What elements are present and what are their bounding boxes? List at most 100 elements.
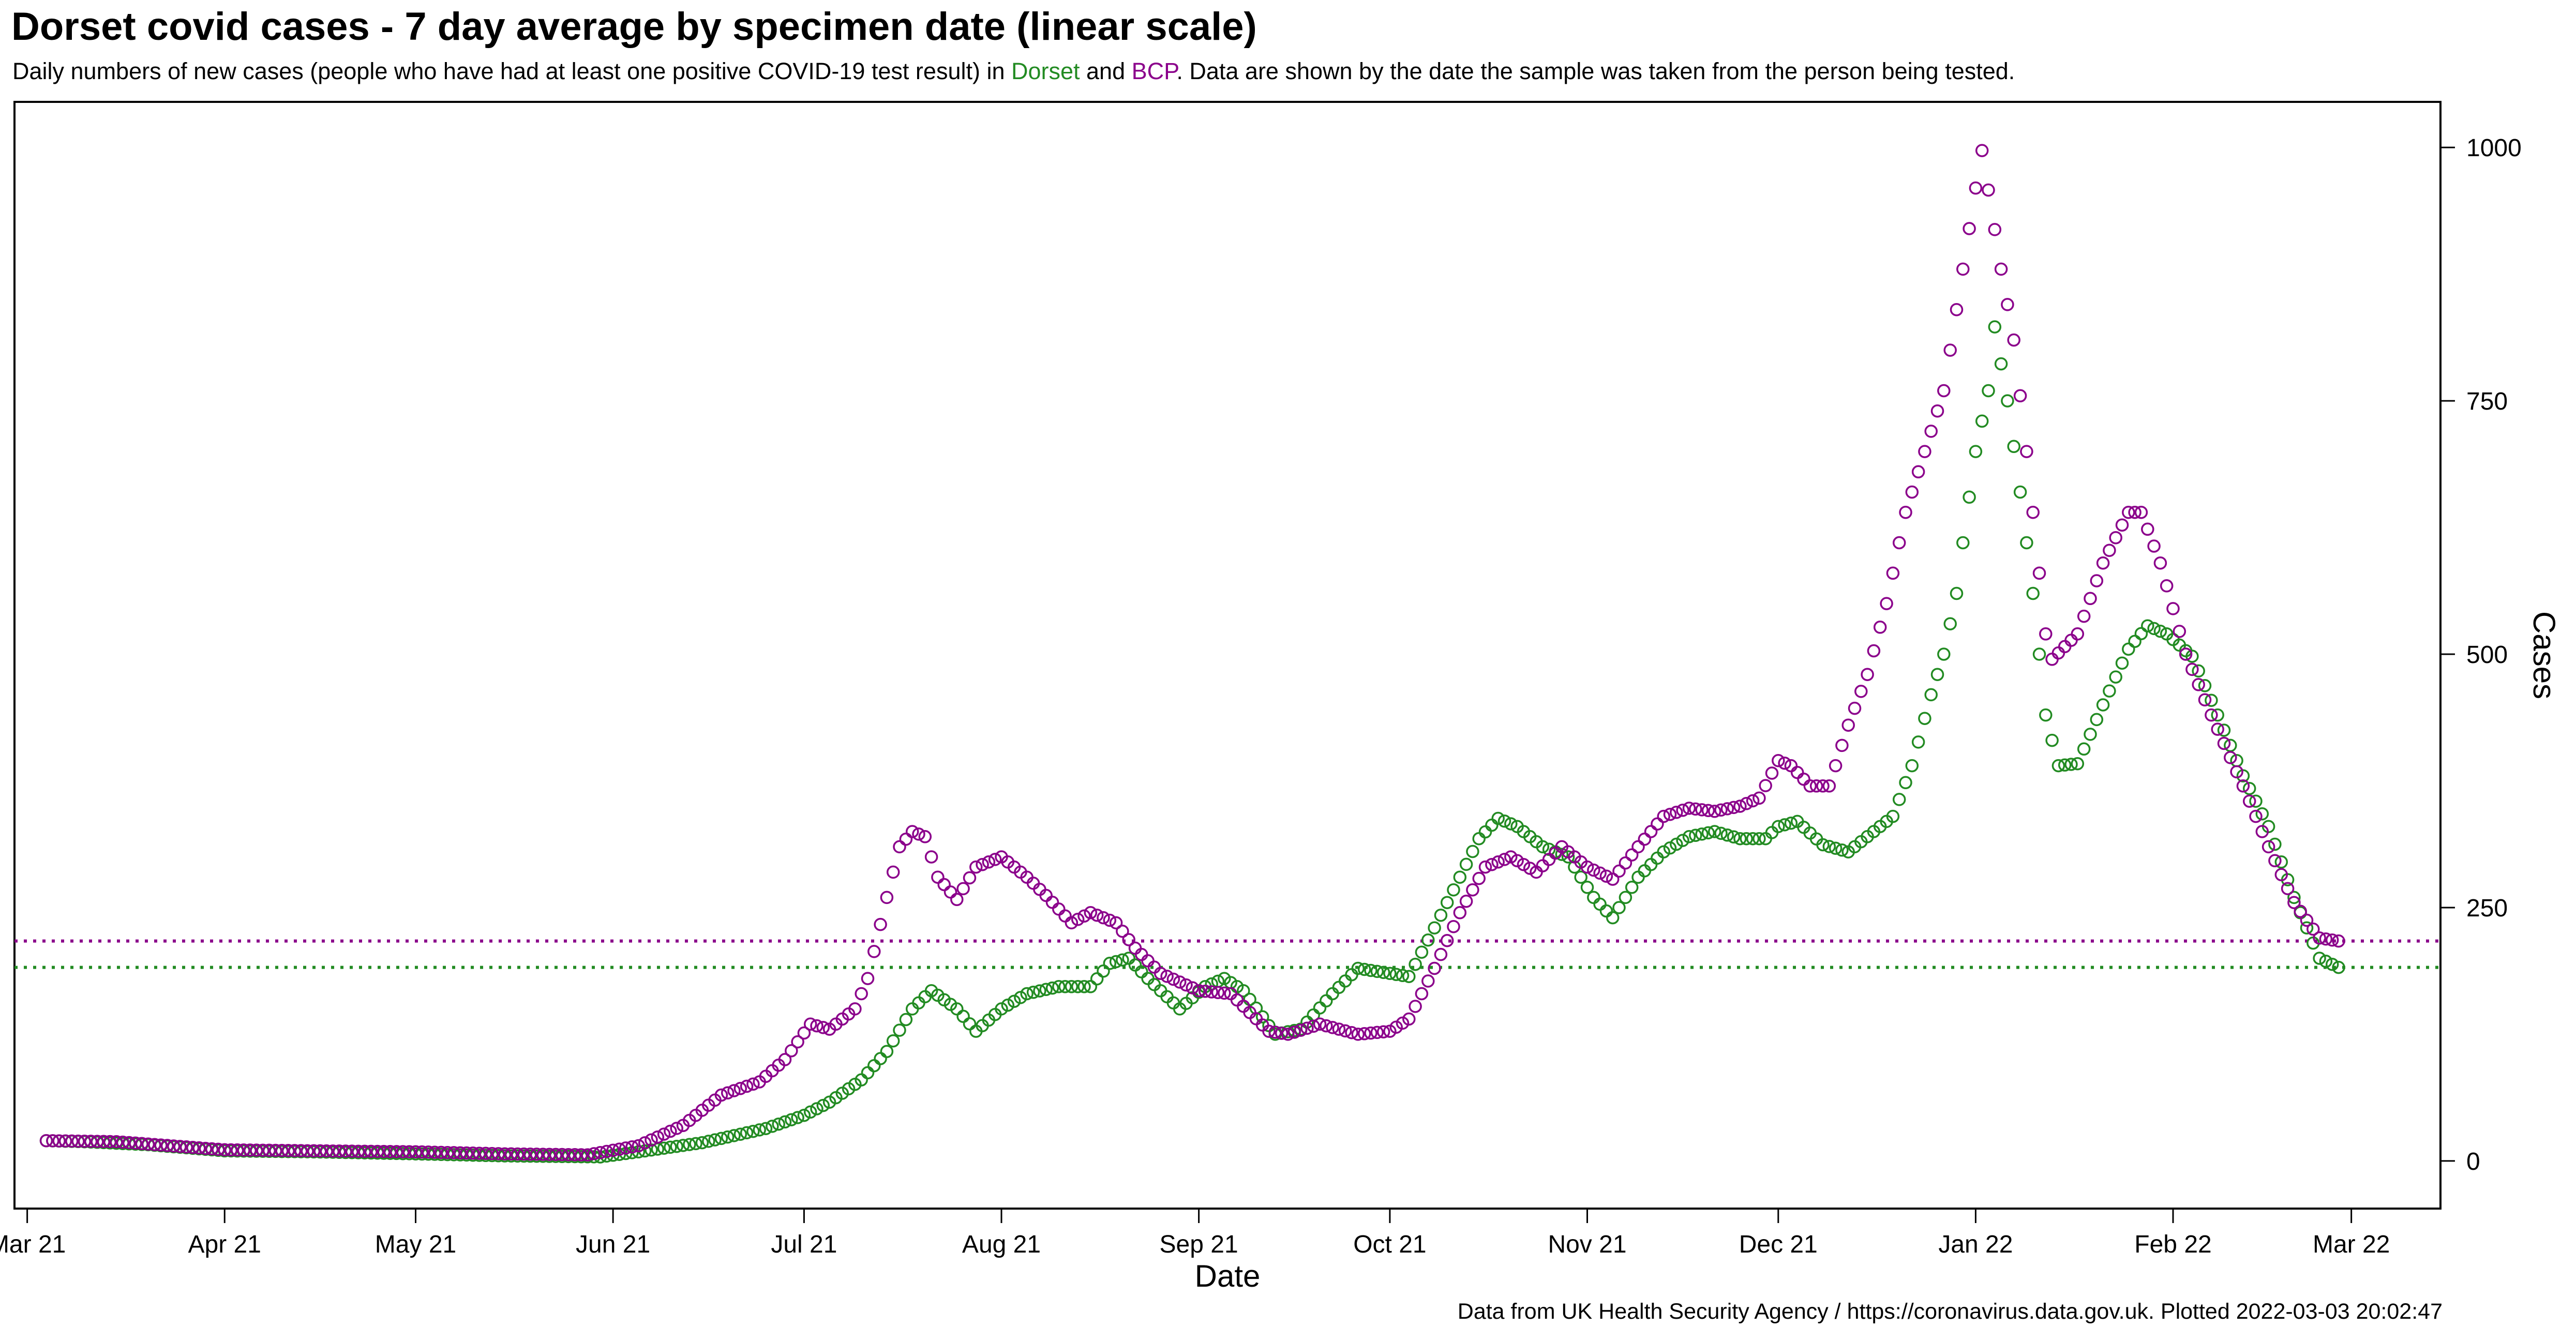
point-dorset bbox=[1937, 647, 1951, 661]
x-tick-label-0: Mar 21 bbox=[0, 1231, 66, 1258]
point-bcp bbox=[466, 1147, 480, 1160]
point-dorset bbox=[1587, 891, 1600, 904]
point-bcp bbox=[1720, 802, 1734, 816]
point-dorset bbox=[1459, 857, 1473, 871]
point-dorset bbox=[1963, 490, 1976, 504]
point-dorset bbox=[1320, 994, 1333, 1008]
point-bcp bbox=[199, 1141, 213, 1155]
point-bcp bbox=[1122, 933, 1135, 946]
point-bcp bbox=[976, 857, 989, 871]
point-dorset bbox=[1020, 987, 1034, 1001]
point-dorset bbox=[1892, 793, 1906, 806]
point-bcp bbox=[600, 1144, 613, 1158]
point-bcp bbox=[2058, 640, 2072, 654]
point-bcp bbox=[2274, 868, 2288, 882]
point-bcp bbox=[422, 1145, 435, 1159]
point-bcp bbox=[612, 1142, 626, 1156]
point-dorset bbox=[2274, 855, 2288, 869]
point-dorset bbox=[1326, 987, 1339, 1001]
point-bcp bbox=[160, 1139, 174, 1152]
point-dorset bbox=[1599, 904, 1613, 918]
point-dorset bbox=[1039, 983, 1053, 997]
point-dorset bbox=[2319, 955, 2333, 968]
point-bcp bbox=[536, 1148, 550, 1161]
x-tick-label-2: May 21 bbox=[375, 1231, 456, 1258]
point-dorset bbox=[1619, 891, 1633, 904]
point-dorset bbox=[1376, 966, 1390, 979]
point-dorset bbox=[2051, 759, 2065, 773]
point-bcp bbox=[1809, 779, 1823, 793]
point-bcp bbox=[1504, 850, 1518, 864]
y-axis: 0 250 500 750 1000 bbox=[2440, 134, 2522, 1175]
point-bcp bbox=[2198, 693, 2212, 706]
point-bcp bbox=[1631, 840, 1645, 854]
point-bcp bbox=[2255, 825, 2269, 838]
point-bcp bbox=[746, 1077, 760, 1091]
point-dorset bbox=[1606, 911, 1620, 925]
point-bcp bbox=[587, 1147, 601, 1160]
point-bcp bbox=[1689, 802, 1702, 816]
point-bcp bbox=[1287, 1026, 1301, 1039]
point-bcp bbox=[912, 827, 925, 841]
point-dorset bbox=[899, 1013, 913, 1027]
point-bcp bbox=[281, 1143, 295, 1157]
point-dorset bbox=[740, 1126, 754, 1140]
point-bcp bbox=[1268, 1026, 1282, 1039]
point-bcp bbox=[1402, 1012, 1416, 1026]
point-bcp bbox=[1619, 856, 1633, 870]
point-bcp bbox=[71, 1134, 85, 1148]
point-bcp bbox=[1644, 825, 1658, 838]
point-bcp bbox=[2153, 556, 2167, 570]
x-tick-label-12: Mar 22 bbox=[2313, 1231, 2390, 1258]
point-bcp bbox=[848, 1002, 862, 1016]
point-dorset bbox=[867, 1059, 881, 1073]
point-bcp bbox=[186, 1140, 200, 1154]
point-bcp bbox=[1428, 961, 1441, 975]
point-bcp bbox=[2096, 556, 2110, 570]
point-bcp bbox=[803, 1017, 817, 1031]
point-bcp bbox=[460, 1146, 473, 1160]
x-axis-label: Date bbox=[1195, 1259, 1261, 1293]
point-bcp bbox=[543, 1148, 556, 1161]
point-dorset bbox=[2198, 679, 2212, 692]
data-source-footer: Data from UK Health Security Agency / ht… bbox=[1457, 1299, 2443, 1324]
point-bcp bbox=[1090, 908, 1104, 922]
point-dorset bbox=[1733, 832, 1747, 846]
point-bcp bbox=[122, 1136, 136, 1150]
point-dorset bbox=[2090, 713, 2104, 727]
point-bcp bbox=[2007, 333, 2020, 347]
point-dorset bbox=[1593, 897, 1607, 911]
point-bcp bbox=[1345, 1026, 1358, 1039]
point-bcp bbox=[1841, 718, 1855, 732]
point-bcp bbox=[1835, 738, 1849, 752]
point-bcp bbox=[237, 1143, 250, 1157]
point-bcp bbox=[1211, 986, 1225, 999]
point-dorset bbox=[1071, 980, 1085, 993]
point-dorset bbox=[1911, 735, 1925, 749]
point-bcp bbox=[1332, 1022, 1346, 1036]
point-dorset bbox=[759, 1122, 773, 1135]
point-bcp bbox=[530, 1148, 544, 1161]
point-bcp bbox=[179, 1140, 193, 1154]
point-bcp bbox=[154, 1138, 168, 1152]
point-bcp bbox=[218, 1143, 231, 1157]
point-bcp bbox=[307, 1144, 321, 1158]
point-dorset bbox=[1950, 586, 1964, 600]
point-dorset bbox=[2045, 733, 2059, 747]
point-bcp bbox=[148, 1138, 161, 1151]
point-dorset bbox=[1905, 759, 1919, 773]
plot-frame bbox=[13, 101, 2442, 1210]
point-bcp bbox=[2160, 579, 2174, 593]
point-bcp bbox=[1854, 685, 1868, 698]
point-bcp bbox=[1714, 803, 1728, 817]
point-bcp bbox=[740, 1079, 754, 1093]
point-bcp bbox=[2020, 445, 2033, 458]
point-bcp bbox=[2249, 809, 2263, 823]
point-bcp bbox=[1230, 993, 1244, 1007]
point-bcp bbox=[1911, 465, 1925, 479]
point-dorset bbox=[1988, 320, 2002, 334]
point-dorset bbox=[1255, 1010, 1269, 1023]
point-dorset bbox=[1103, 957, 1117, 970]
point-bcp bbox=[1510, 854, 1524, 868]
point-dorset bbox=[1491, 811, 1505, 825]
